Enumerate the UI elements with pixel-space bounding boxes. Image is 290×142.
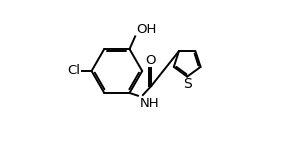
Text: Cl: Cl (67, 64, 80, 78)
Text: S: S (183, 77, 192, 91)
Text: OH: OH (136, 23, 156, 36)
Text: O: O (145, 54, 156, 67)
Text: NH: NH (139, 97, 159, 110)
